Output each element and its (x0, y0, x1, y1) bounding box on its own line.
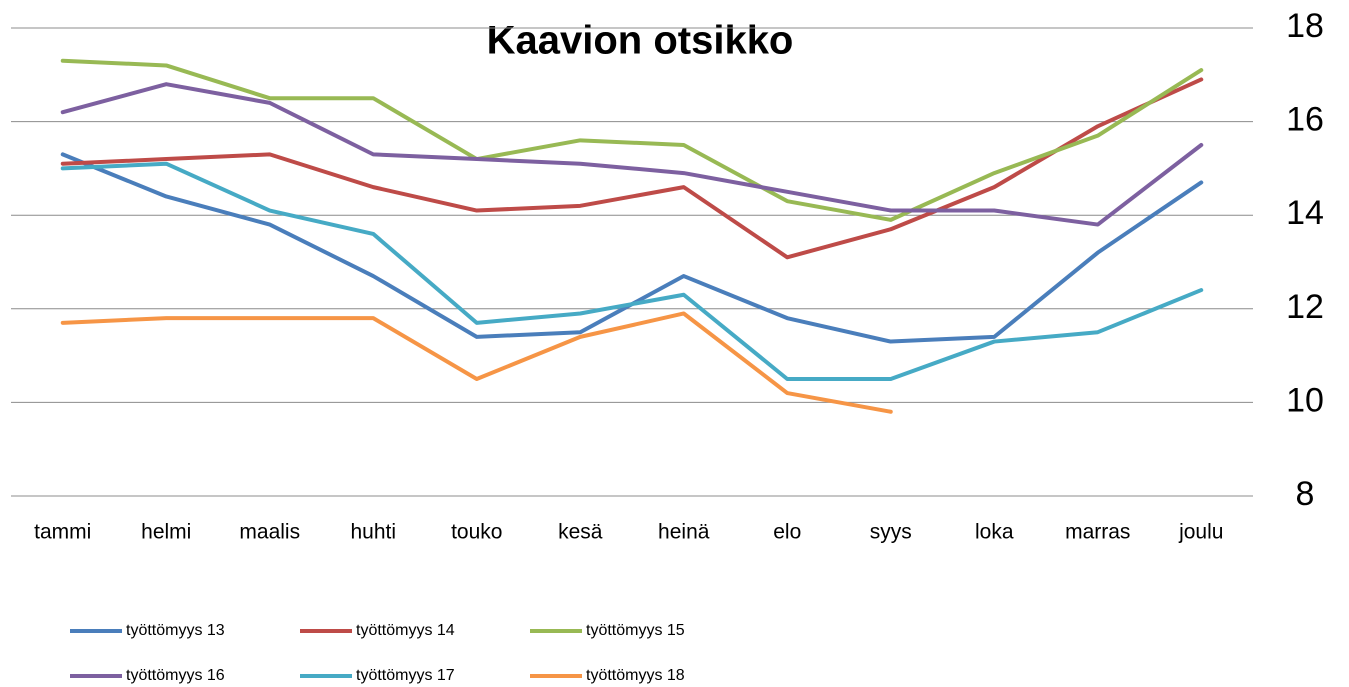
data-line (60, 82, 1204, 227)
x-tick-label: tammi (34, 521, 91, 544)
y-tick-label: 18 (1286, 7, 1324, 45)
y-tick-label: 14 (1286, 194, 1324, 232)
legend-label: työttömyys 16 (126, 667, 225, 684)
y-tick-label: 12 (1286, 288, 1324, 326)
legend-label: työttömyys 15 (586, 622, 685, 639)
x-tick-label: kesä (558, 521, 603, 544)
y-tick-label: 8 (1296, 475, 1315, 513)
x-tick-label: heinä (658, 521, 710, 544)
x-tick-label: touko (451, 521, 502, 544)
x-tick-label: elo (773, 521, 801, 544)
data-line (60, 58, 1204, 222)
y-tick-label: 10 (1286, 381, 1324, 419)
x-tick-label: marras (1065, 521, 1130, 544)
x-tick-label: helmi (141, 521, 191, 544)
x-tick-label: huhti (350, 521, 396, 544)
legend-label: työttömyys 17 (356, 667, 455, 684)
data-line (60, 152, 1204, 344)
data-line (60, 161, 1204, 381)
legend-label: työttömyys 14 (356, 622, 455, 639)
data-line (60, 311, 893, 414)
data-line (60, 77, 1204, 260)
x-tick-label: loka (975, 521, 1014, 544)
legend-label: työttömyys 13 (126, 622, 225, 639)
x-tick-label: maalis (239, 521, 300, 544)
x-tick-label: syys (870, 521, 912, 544)
chart-title: Kaavion otsikko (487, 19, 794, 63)
y-tick-label: 16 (1286, 101, 1324, 139)
x-tick-label: joulu (1178, 521, 1223, 544)
legend-label: työttömyys 18 (586, 667, 685, 684)
